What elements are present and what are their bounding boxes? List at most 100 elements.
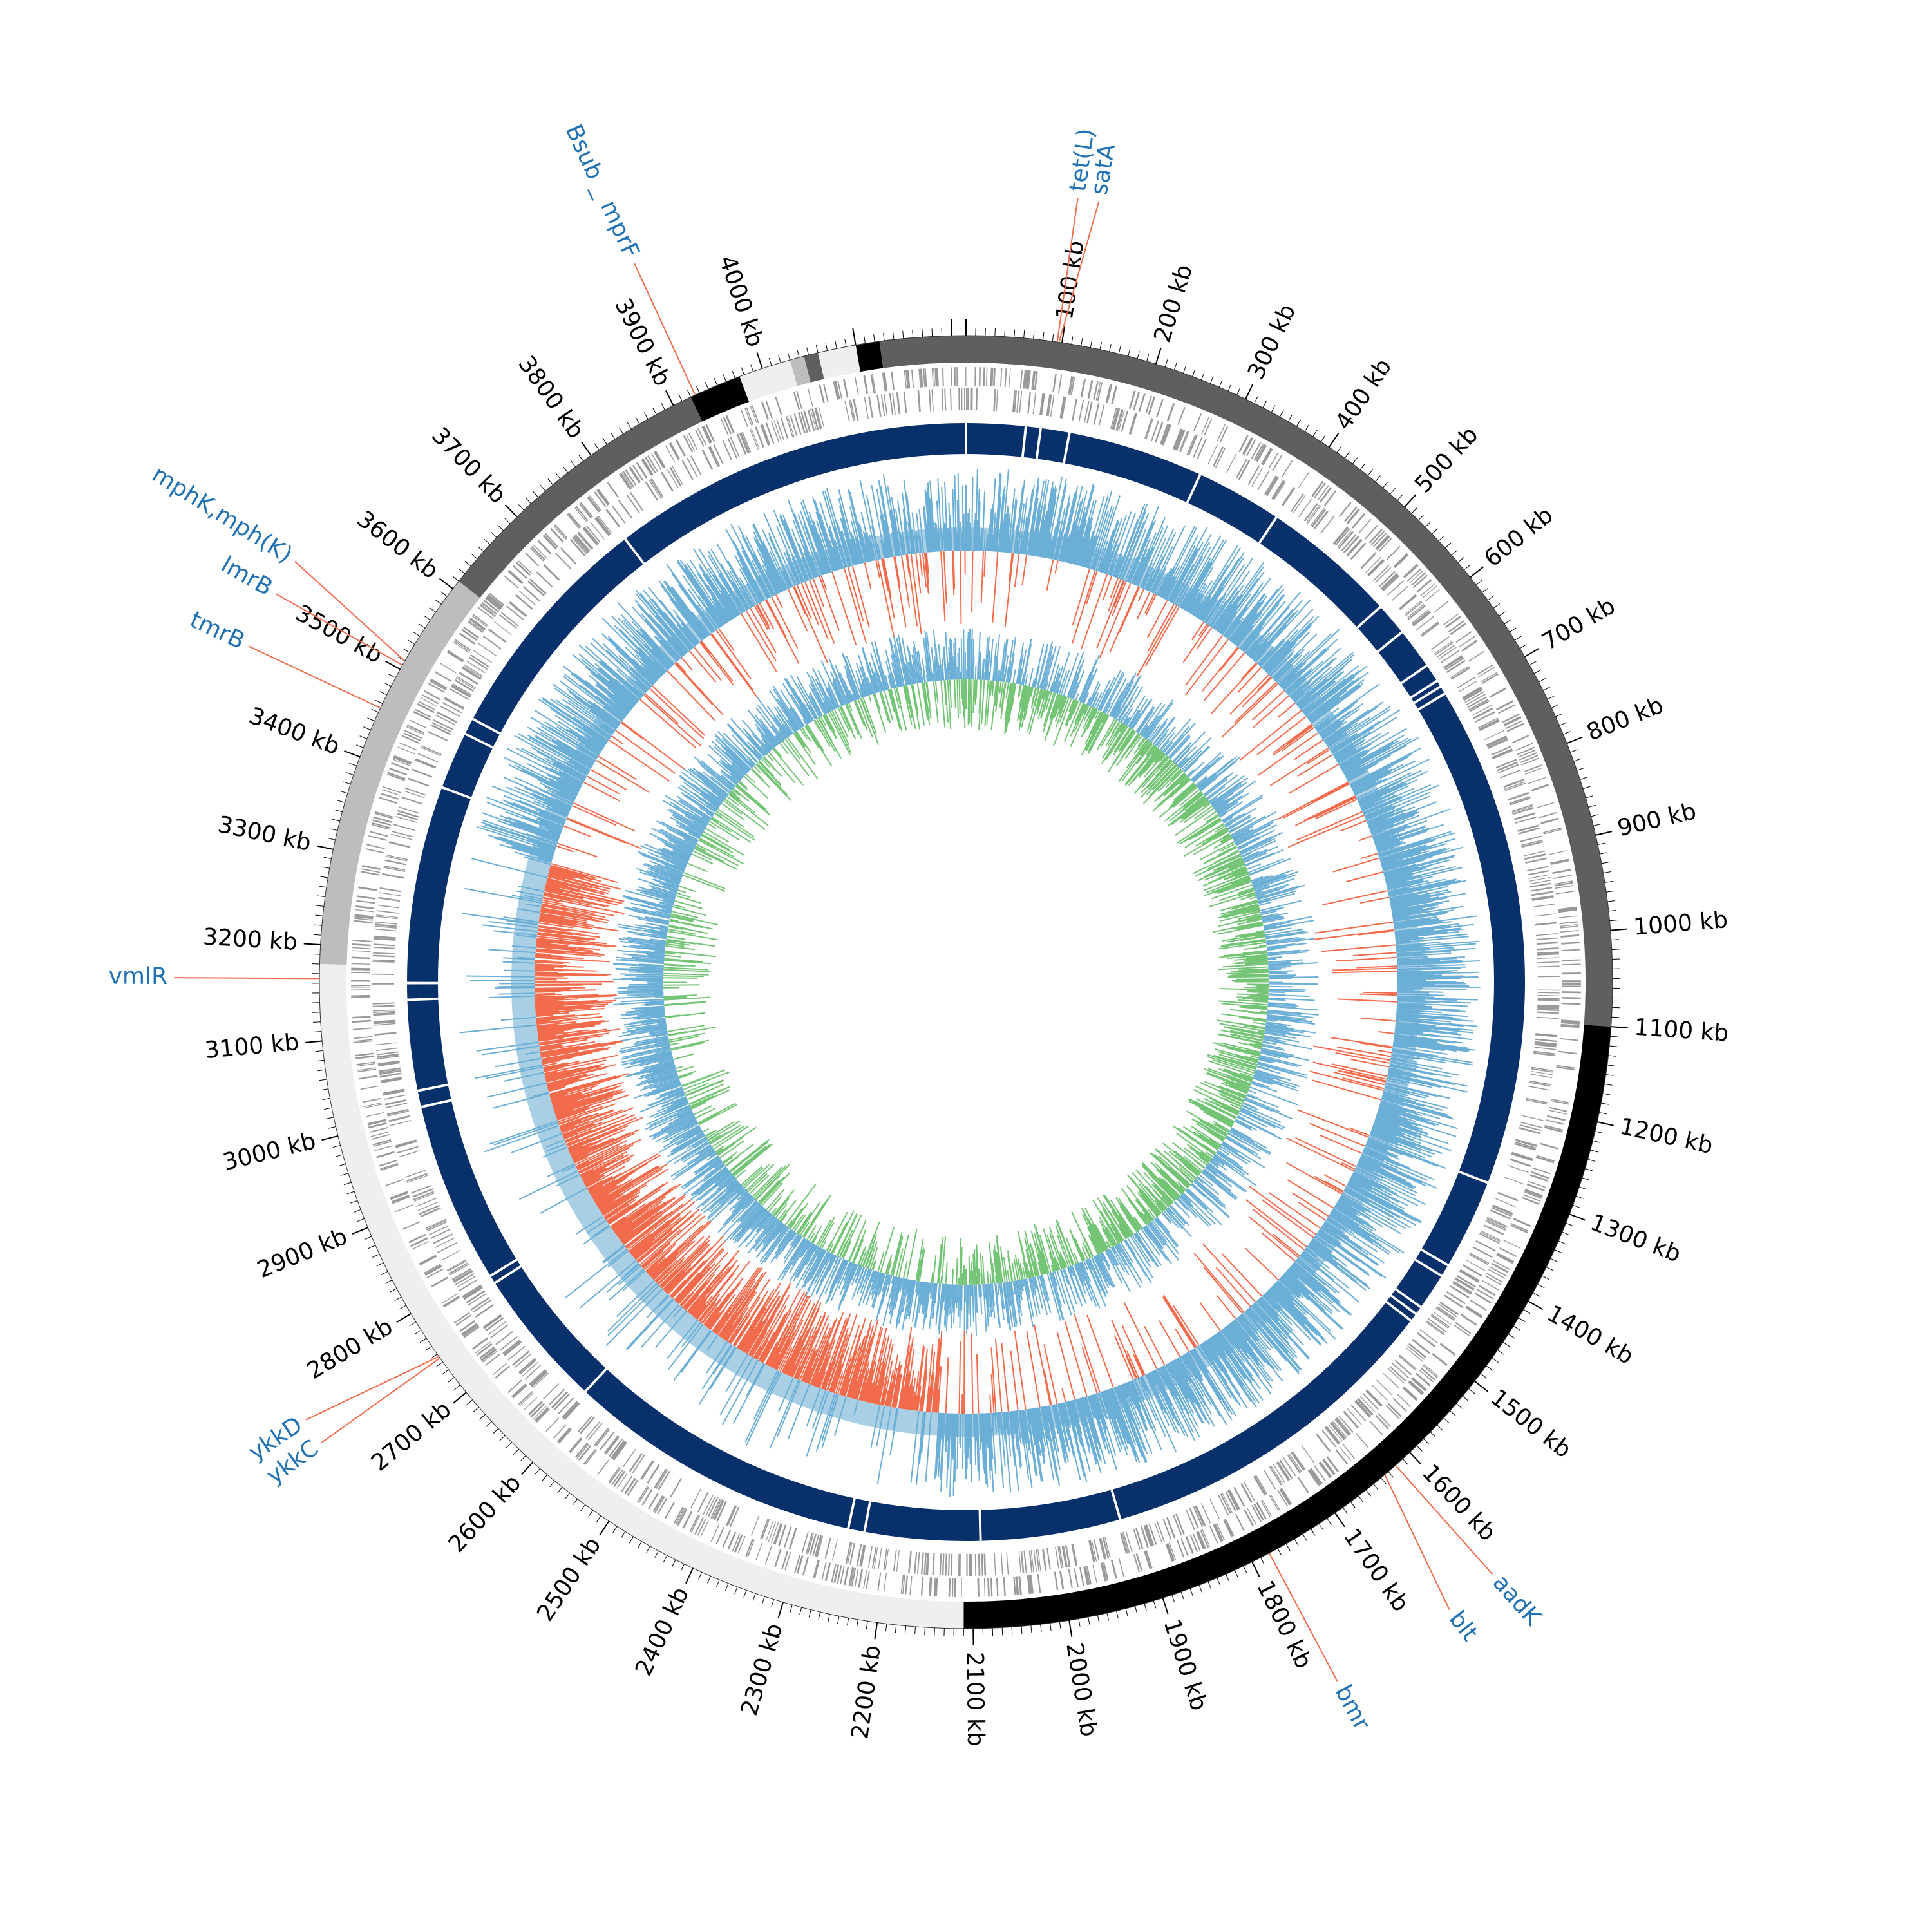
- cds-feature: [978, 367, 981, 386]
- cds-feature: [431, 722, 452, 733]
- cds-feature: [1463, 688, 1483, 701]
- cds-feature: [1343, 536, 1359, 554]
- cds-feature: [485, 1317, 504, 1332]
- cds-feature: [1435, 642, 1454, 656]
- cds-feature: [641, 1461, 654, 1480]
- minor-tick: [1518, 1317, 1526, 1322]
- cds-feature: [1271, 480, 1284, 500]
- gc-content-positive: [459, 469, 1481, 1497]
- cds-feature: [352, 1027, 372, 1030]
- cds-feature: [936, 367, 939, 387]
- cds-feature: [512, 1384, 527, 1399]
- minor-tick: [319, 1079, 327, 1081]
- cds-feature: [713, 1499, 724, 1520]
- cds-feature: [831, 1539, 838, 1561]
- minor-tick: [864, 336, 866, 344]
- cds-feature: [1531, 1068, 1553, 1073]
- cds-feature: [475, 1303, 495, 1318]
- minor-tick: [799, 1607, 802, 1615]
- minor-tick: [564, 1493, 571, 1500]
- cds-feature: [365, 1112, 384, 1117]
- cds-feature: [1334, 528, 1350, 546]
- cds-feature: [413, 1193, 435, 1202]
- cds-feature: [1387, 1403, 1402, 1417]
- cds-feature: [529, 1370, 547, 1387]
- major-tick: [1404, 494, 1417, 507]
- cds-feature: [461, 1323, 478, 1335]
- cds-feature: [382, 873, 404, 879]
- cds-feature: [413, 1191, 435, 1200]
- minor-tick: [654, 1550, 659, 1558]
- cds-feature: [1105, 384, 1112, 403]
- minor-tick: [752, 1593, 756, 1601]
- cds-feature: [388, 841, 411, 848]
- cds-feature: [421, 694, 439, 705]
- cds-feature: [1460, 1269, 1480, 1282]
- cds-feature: [760, 424, 770, 446]
- cds-feature: [1279, 1459, 1293, 1479]
- cds-feature: [1219, 425, 1229, 443]
- cds-feature: [1536, 942, 1559, 945]
- minor-tick: [1582, 1177, 1590, 1180]
- cds-feature: [1479, 720, 1500, 732]
- cds-feature: [1531, 895, 1554, 900]
- cds-feature: [1499, 1247, 1517, 1257]
- cds-feature: [681, 460, 694, 480]
- cds-feature: [707, 1497, 719, 1518]
- cds-feature: [613, 1470, 626, 1487]
- cds-feature: [1439, 1343, 1456, 1356]
- cds-feature: [484, 1353, 500, 1367]
- cds-feature: [1496, 1254, 1514, 1264]
- cds-feature: [1097, 382, 1103, 401]
- tick-label: 1300 kb: [1587, 1209, 1685, 1268]
- major-tick: [580, 441, 592, 456]
- minor-tick: [513, 1448, 519, 1455]
- minor-tick: [762, 1596, 765, 1604]
- minor-tick: [790, 1604, 793, 1613]
- minor-tick: [321, 866, 330, 869]
- minor-tick: [1551, 704, 1559, 708]
- tick-label: 900 kb: [1615, 798, 1699, 842]
- cds-feature: [983, 1578, 986, 1597]
- cds-feature: [533, 1405, 547, 1420]
- cds-feature: [1102, 1537, 1110, 1559]
- minor-tick: [413, 631, 421, 637]
- cds-feature: [813, 1559, 819, 1578]
- cds-feature: [372, 819, 392, 826]
- cds-feature: [373, 1010, 395, 1013]
- cds-feature: [1530, 1074, 1553, 1078]
- cds-feature: [532, 1372, 549, 1388]
- cds-feature: [1320, 516, 1335, 534]
- minor-tick: [808, 1609, 811, 1618]
- cds-feature: [351, 994, 370, 997]
- cds-feature: [624, 1477, 636, 1495]
- cds-feature: [1365, 1390, 1382, 1407]
- cds-feature: [589, 495, 602, 511]
- minor-tick: [473, 1406, 479, 1413]
- cds-feature: [961, 388, 963, 411]
- cds-feature: [1408, 1381, 1423, 1396]
- cds-feature: [723, 416, 732, 435]
- cds-feature: [356, 900, 375, 904]
- gene-pointer-line: [633, 262, 696, 395]
- minor-tick: [375, 699, 383, 704]
- cds-feature: [376, 1047, 399, 1052]
- cds-feature: [1558, 908, 1577, 913]
- cds-feature: [574, 1442, 589, 1458]
- cds-feature: [793, 413, 802, 435]
- cds-feature: [1324, 1426, 1340, 1445]
- cds-feature: [619, 473, 631, 490]
- cds-feature: [1235, 1513, 1245, 1531]
- cds-feature: [383, 1090, 405, 1096]
- cds-feature: [571, 537, 587, 554]
- cds-feature: [1511, 1223, 1529, 1232]
- cds-feature: [493, 621, 512, 636]
- cds-feature: [1014, 390, 1018, 413]
- minor-tick: [1365, 1490, 1371, 1497]
- minor-tick: [1050, 1623, 1052, 1631]
- cds-feature: [556, 1427, 571, 1443]
- cds-feature: [764, 1546, 772, 1564]
- cds-feature: [1291, 1451, 1306, 1471]
- cds-feature: [1264, 1470, 1276, 1490]
- cds-feature: [627, 1479, 639, 1497]
